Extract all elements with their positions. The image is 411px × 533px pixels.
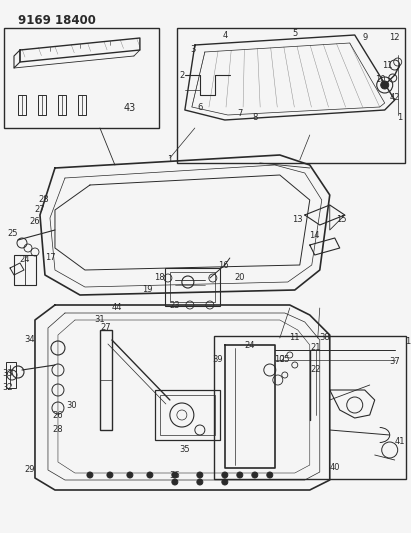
- Text: 7: 7: [237, 109, 242, 117]
- Bar: [177, 28, 405, 163]
- Text: 16: 16: [219, 261, 229, 270]
- Circle shape: [222, 479, 228, 485]
- Circle shape: [252, 472, 258, 478]
- Text: 10: 10: [376, 76, 386, 85]
- Text: 39: 39: [212, 356, 223, 365]
- Text: 3: 3: [190, 45, 196, 54]
- Text: 42: 42: [390, 93, 400, 102]
- Bar: [170, 272, 215, 302]
- Text: 44: 44: [112, 303, 122, 312]
- Text: 34: 34: [25, 335, 35, 344]
- Text: 28: 28: [39, 196, 49, 205]
- Text: 25: 25: [279, 356, 290, 365]
- Text: 20: 20: [235, 273, 245, 282]
- Text: 22: 22: [311, 366, 321, 375]
- Text: 5: 5: [292, 28, 298, 37]
- Circle shape: [237, 472, 243, 478]
- Text: 21: 21: [311, 343, 321, 352]
- Text: 17: 17: [45, 254, 55, 262]
- Bar: [160, 395, 215, 435]
- Circle shape: [197, 479, 203, 485]
- Text: 43: 43: [124, 103, 136, 113]
- Text: 27: 27: [35, 206, 45, 214]
- Text: 32: 32: [3, 384, 13, 392]
- Text: 13: 13: [293, 215, 303, 224]
- Text: 1: 1: [405, 337, 410, 346]
- Text: 26: 26: [30, 217, 40, 227]
- Text: 27: 27: [101, 324, 111, 333]
- Text: 25: 25: [8, 229, 18, 238]
- Circle shape: [87, 472, 93, 478]
- Text: 14: 14: [309, 230, 320, 239]
- Circle shape: [267, 472, 273, 478]
- Circle shape: [222, 472, 228, 478]
- Text: 35: 35: [180, 446, 190, 455]
- Circle shape: [107, 472, 113, 478]
- Text: 8: 8: [252, 114, 258, 123]
- Bar: [38, 95, 46, 115]
- Circle shape: [197, 472, 203, 478]
- Text: 1: 1: [167, 156, 173, 165]
- Text: 37: 37: [389, 358, 400, 367]
- Text: 9169 18400: 9169 18400: [18, 14, 96, 27]
- Text: 24: 24: [245, 341, 255, 350]
- Text: 31: 31: [95, 316, 105, 325]
- Bar: [6, 362, 16, 388]
- Text: 11: 11: [289, 334, 300, 343]
- Text: 36: 36: [169, 471, 180, 480]
- Text: 40: 40: [330, 464, 340, 472]
- Bar: [14, 255, 36, 285]
- Text: 2: 2: [179, 70, 185, 79]
- Bar: [100, 330, 112, 430]
- Text: 12: 12: [390, 34, 400, 43]
- Text: 15: 15: [337, 215, 347, 224]
- Text: 1: 1: [397, 114, 402, 123]
- Bar: [155, 390, 220, 440]
- Text: 4: 4: [222, 31, 227, 41]
- Text: 41: 41: [395, 438, 405, 447]
- Circle shape: [147, 472, 153, 478]
- Text: 23: 23: [170, 301, 180, 310]
- Text: 29: 29: [25, 465, 35, 474]
- Circle shape: [172, 479, 178, 485]
- Circle shape: [381, 81, 389, 89]
- Bar: [214, 336, 406, 479]
- Circle shape: [127, 472, 133, 478]
- Bar: [4, 28, 159, 128]
- Text: 30: 30: [67, 400, 77, 409]
- Text: 28: 28: [53, 425, 63, 434]
- Text: 9: 9: [362, 33, 367, 42]
- Bar: [58, 95, 66, 115]
- Circle shape: [172, 472, 178, 478]
- Bar: [78, 95, 86, 115]
- Text: 38: 38: [319, 334, 330, 343]
- Text: 10: 10: [275, 356, 285, 365]
- Text: 24: 24: [20, 255, 30, 264]
- Bar: [18, 95, 26, 115]
- Text: 19: 19: [142, 286, 152, 295]
- Text: 26: 26: [53, 410, 63, 419]
- Bar: [165, 268, 220, 306]
- Text: 6: 6: [197, 103, 203, 112]
- Text: 33: 33: [2, 368, 14, 377]
- Text: 11: 11: [383, 61, 393, 69]
- Text: 18: 18: [155, 272, 165, 281]
